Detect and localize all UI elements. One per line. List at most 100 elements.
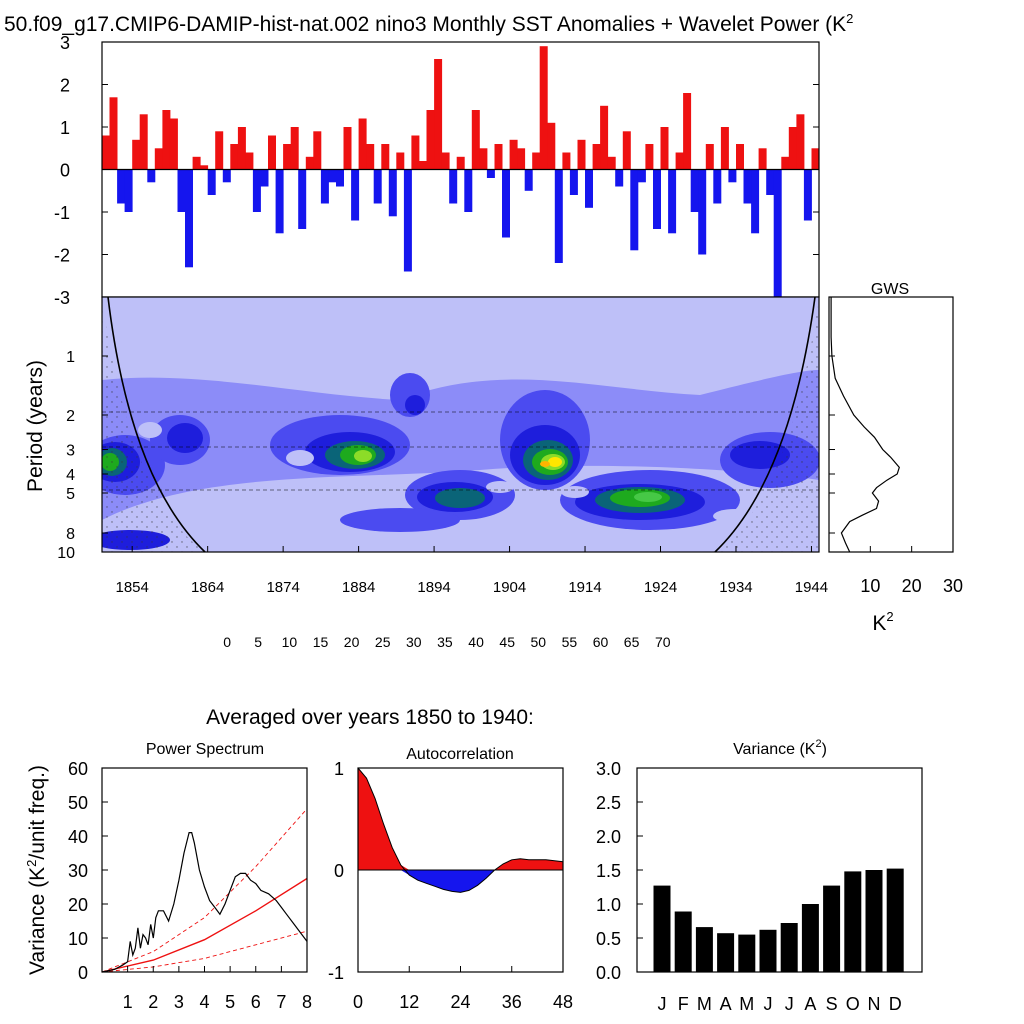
anomaly-bar <box>381 144 390 170</box>
colorbar-label: 0 <box>223 634 231 650</box>
anomaly-bar <box>683 93 692 170</box>
x-tick-label: 1864 <box>191 579 224 596</box>
anomaly-bar <box>464 169 473 212</box>
anomaly-bar <box>615 169 624 187</box>
colorbar-label: 20 <box>344 634 360 650</box>
anomaly-bar <box>796 114 805 170</box>
y-tick-label: -2 <box>54 246 70 266</box>
power-spectrum-title: Power Spectrum <box>146 741 264 758</box>
anomaly-bar <box>600 105 609 170</box>
colorbar: 0 5 10 15 20 25 30 35 40 45 50 55 60 65 70 <box>223 634 671 650</box>
x-tick-label: M <box>697 994 712 1014</box>
anomaly-bar <box>758 148 767 170</box>
wavelet-y-axis-label: Period (years) <box>24 360 47 492</box>
red-noise-line <box>101 877 308 973</box>
anomaly-bar <box>479 148 488 170</box>
anomaly-bar <box>788 127 797 170</box>
anomaly-bar <box>705 144 714 170</box>
anomaly-bar <box>675 152 684 170</box>
anomaly-bar <box>207 169 216 195</box>
anomaly-bar <box>668 169 677 234</box>
x-tick-label: 1914 <box>568 579 601 596</box>
colorbar-label: 25 <box>375 634 391 650</box>
x-tick-label: A <box>804 994 816 1014</box>
variance-ticks: J F M A M J J A S O N D0.00.51.01.52.02.53.0 <box>596 759 902 1014</box>
x-tick-label: O <box>846 994 860 1014</box>
x-tick-label: A <box>720 994 732 1014</box>
autocorrelation-title: Autocorrelation <box>406 746 514 763</box>
x-tick-label: 5 <box>225 992 235 1012</box>
anomaly-bar <box>139 114 148 170</box>
x-tick-label: 10 <box>860 576 880 596</box>
x-tick-label: 1 <box>123 992 133 1012</box>
anomaly-bar <box>471 110 480 170</box>
anomaly-bar <box>298 169 307 229</box>
autocorrelation-ticks: 0 12 24 36 48 1 0 -1 <box>328 759 573 1012</box>
x-tick-label: D <box>889 994 902 1014</box>
wavelet-contours <box>102 297 819 552</box>
variance-bar <box>738 934 756 972</box>
x-tick-label: 12 <box>399 992 419 1012</box>
x-tick-label: J <box>785 994 794 1014</box>
x-tick-label: 1854 <box>116 579 149 596</box>
x-tick-label: 1884 <box>342 579 375 596</box>
y-tick-label: 0 <box>334 861 344 881</box>
x-tick-label: 1894 <box>417 579 450 596</box>
anomaly-bar <box>320 169 329 204</box>
x-tick-label: 1924 <box>644 579 677 596</box>
variance-bar <box>780 923 798 972</box>
anomaly-bar <box>819 68 827 170</box>
anomaly-bar <box>562 152 571 170</box>
x-tick-label: 1874 <box>266 579 299 596</box>
anomaly-bar <box>396 152 405 170</box>
y-tick-label: 0.5 <box>596 929 621 949</box>
y-tick-label: -3 <box>54 288 70 308</box>
y-tick-label: 3.0 <box>596 759 621 779</box>
anomaly-bar <box>509 139 518 170</box>
x-tick-label: N <box>868 994 881 1014</box>
anomaly-bar <box>343 127 352 170</box>
power-spectrum-reference-lines <box>101 808 308 973</box>
anomaly-bar <box>162 110 171 170</box>
averaged-heading: Averaged over years 1850 to 1940: <box>206 706 534 729</box>
variance-bar <box>759 929 777 972</box>
timeseries-bars <box>102 46 827 297</box>
y-tick-label: 10 <box>57 545 75 562</box>
anomaly-bar <box>524 169 533 191</box>
variance-bar <box>865 870 883 972</box>
gws-x-label: K2 <box>872 609 893 635</box>
power-spectrum-y-axis-label: Variance (K2/unit freq.) <box>24 765 49 975</box>
gws-curve <box>830 297 900 553</box>
anomaly-bar <box>569 169 578 195</box>
anomaly-bar <box>426 110 435 170</box>
timeseries-y-ticks: 3 2 1 0 -1 -2 -3 <box>54 33 819 308</box>
x-tick-label: 24 <box>450 992 470 1012</box>
anomaly-bar <box>177 169 186 212</box>
anomaly-bar <box>585 169 593 208</box>
anomaly-bar <box>554 169 563 263</box>
variance-bar <box>695 927 713 972</box>
anomaly-bar <box>283 144 292 170</box>
anomaly-bar <box>743 169 752 204</box>
anomaly-bar <box>577 139 586 170</box>
colorbar-label: 30 <box>406 634 422 650</box>
colorbar-label: 50 <box>531 634 547 650</box>
x-tick-label: 4 <box>199 992 209 1012</box>
anomaly-bar <box>751 169 760 234</box>
anomaly-bar <box>328 169 337 183</box>
anomaly-bar <box>517 148 526 170</box>
anomaly-bar <box>736 144 744 170</box>
gws-x-ticks: 10 20 30 <box>860 546 963 596</box>
variance-bar <box>801 904 819 972</box>
autocorrelation-curve <box>357 767 564 893</box>
y-tick-label: 2 <box>66 408 75 425</box>
cone-of-influence-left <box>107 296 206 553</box>
anomaly-bar <box>622 131 631 170</box>
colorbar-label: 40 <box>468 634 484 650</box>
x-tick-label: 0 <box>353 992 363 1012</box>
anomaly-bar <box>336 169 344 187</box>
y-tick-label: 1 <box>334 759 344 779</box>
wavelet-frame <box>101 296 820 553</box>
y-tick-label: 3 <box>66 443 75 460</box>
anomaly-bar <box>305 156 314 170</box>
